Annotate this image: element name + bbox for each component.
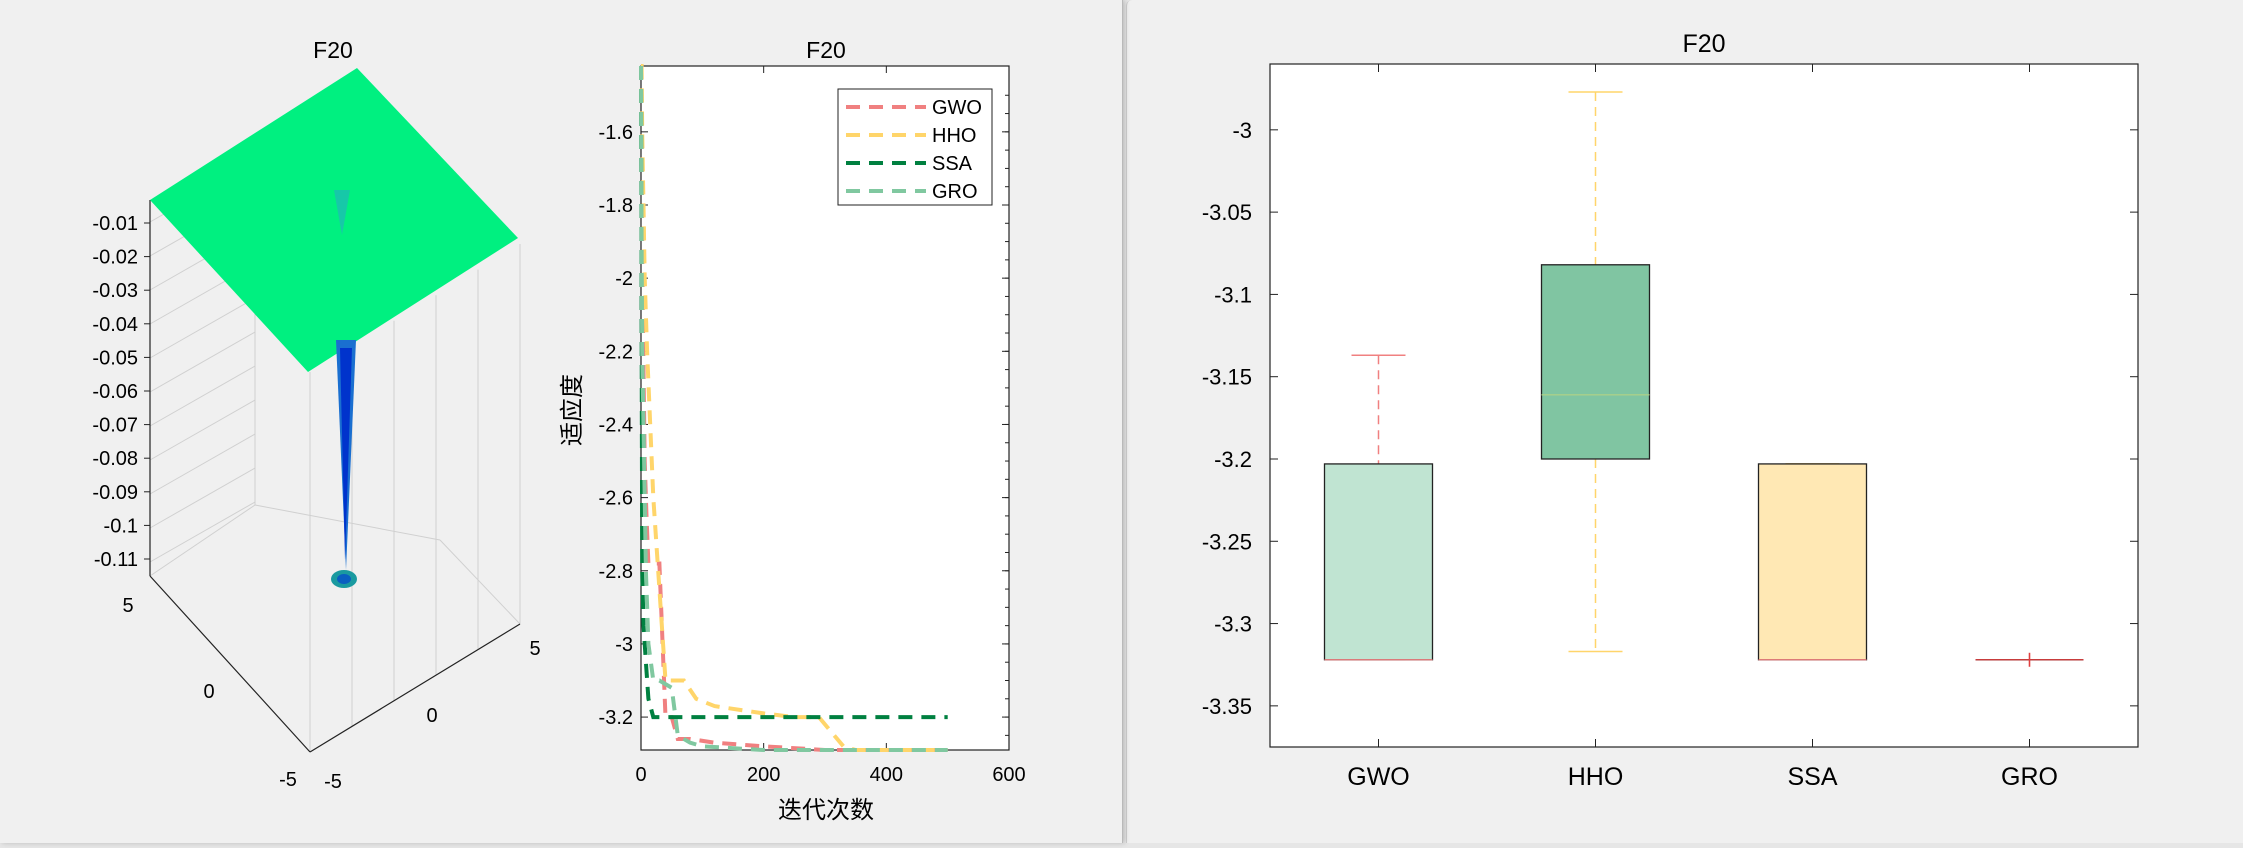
z-tick-label: -0.01 <box>92 213 138 235</box>
y-tick-label: -3.35 <box>1202 694 1252 719</box>
figure-1-canvas: F20 -0.01-0.02-0.03-0.04-0.05-0.06-0.07-… <box>92 37 1026 824</box>
box-body <box>1323 463 1434 661</box>
x-tick-label: 0 <box>203 681 214 703</box>
box-body <box>1757 463 1868 661</box>
funnel-contour-inner <box>337 574 351 584</box>
legend-label-ssa: SSA <box>932 153 973 175</box>
z-tick-label: -0.07 <box>92 415 138 437</box>
y-tick-label: -3.05 <box>1202 200 1252 225</box>
surface-sheet <box>150 68 518 372</box>
surface-y-ticks: -5 0 5 <box>324 638 540 793</box>
legend-label-gro: GRO <box>932 181 978 203</box>
y-tick-label: -3.25 <box>1202 529 1252 554</box>
y-tick-label: 0 <box>426 705 437 727</box>
x-tick-label: 400 <box>870 764 903 786</box>
boxplot-x-tick-labels: GWO HHO SSA GRO <box>1347 763 2058 791</box>
y-tick-label: -2 <box>615 268 633 290</box>
y-tick-label: -1.8 <box>599 195 633 217</box>
z-tick-label: -0.04 <box>92 314 138 336</box>
y-tick-label: -3.2 <box>1214 447 1252 472</box>
convergence-series <box>639 64 948 752</box>
x-tick-label-ssa: SSA <box>1787 763 1837 791</box>
y-tick-label: -3.1 <box>1214 282 1252 307</box>
convergence-title: F20 <box>806 37 846 63</box>
y-tick-label: -3.2 <box>599 707 633 729</box>
legend-label-gwo: GWO <box>932 97 982 119</box>
boxplot-chart: F20 -3 -3.05 -3.1 -3.15 -3.2 -3.25 -3.3 -3.35 G… <box>1202 30 2139 791</box>
series-line-gro <box>639 65 948 752</box>
y-tick-label: -1.6 <box>599 122 633 144</box>
convergence-y-tick-labels: -1.6 -1.8 -2 -2.2 -2.4 -2.6 -2.8 -3 -3.2 <box>599 122 633 729</box>
surface-title: F20 <box>313 37 353 63</box>
x-tick-label: 5 <box>122 595 133 617</box>
figure-window-2: F20 -3 -3.05 -3.1 -3.15 -3.2 -3.25 -3.3 -3.35 G… <box>1126 0 2243 843</box>
y-tick-label: -5 <box>324 771 342 793</box>
y-tick-label: -3.3 <box>1214 612 1252 637</box>
y-tick-label: -2.2 <box>599 341 633 363</box>
convergence-legend: GWO HHO SSA GRO <box>837 88 993 206</box>
z-tick-label: -0.03 <box>92 280 138 302</box>
x-tick-label: 200 <box>747 764 780 786</box>
legend-label-hho: HHO <box>932 125 976 147</box>
surface-x-ticks: 5 0 -5 <box>122 595 296 791</box>
z-tick-label: -0.1 <box>104 515 138 537</box>
z-tick-label: -0.06 <box>92 381 138 403</box>
z-tick-label: -0.02 <box>92 247 138 269</box>
y-tick-label: -2.4 <box>599 414 633 436</box>
z-tick-label: -0.08 <box>92 448 138 470</box>
x-tick-label: 600 <box>992 764 1025 786</box>
y-tick-label: -2.6 <box>599 488 633 510</box>
z-tick-label: -0.05 <box>92 347 138 369</box>
z-tick-label: -0.09 <box>92 482 138 504</box>
y-tick-label: -3 <box>615 634 633 656</box>
convergence-x-label: 迭代次数 <box>778 797 874 824</box>
x-tick-label-gro: GRO <box>2001 763 2058 791</box>
boxplot-tick-marks <box>1270 64 2138 747</box>
convergence-y-label: 适应度 <box>559 374 586 446</box>
x-tick-label: 0 <box>635 764 646 786</box>
y-tick-label: -2.8 <box>599 561 633 583</box>
convergence-x-tick-labels: 0 200 400 600 <box>635 764 1025 786</box>
boxplot-title: F20 <box>1682 30 1725 58</box>
convergence-chart: F20 -1.6 -1.8 -2 -2.2 -2.4 -2.6 -2.8 -3 -3.2 0 20… <box>559 37 1026 824</box>
y-tick-label: -3 <box>1232 118 1252 143</box>
box-hho <box>1540 91 1651 653</box>
series-line-ssa <box>639 65 948 720</box>
figure-2-canvas: F20 -3 -3.05 -3.1 -3.15 -3.2 -3.25 -3.3 -3.35 G… <box>1202 30 2139 791</box>
boxplot-y-tick-labels: -3 -3.05 -3.1 -3.15 -3.2 -3.25 -3.3 -3.35 <box>1202 118 1252 719</box>
x-tick-label: -5 <box>279 769 297 791</box>
funnel-core <box>340 348 352 560</box>
x-tick-label-gwo: GWO <box>1347 763 1410 791</box>
box-gwo <box>1323 354 1434 661</box>
surface-plot: F20 -0.01-0.02-0.03-0.04-0.05-0.06-0.07-… <box>92 37 540 793</box>
y-tick-label: 5 <box>529 638 540 660</box>
box-gro <box>1975 652 2084 667</box>
y-tick-label: -3.15 <box>1202 365 1252 390</box>
z-tick-label: -0.11 <box>94 549 138 571</box>
x-tick-label-hho: HHO <box>1568 763 1624 791</box>
figure-window-1: F20 -0.01 -0.02 -0.03 -0.04 -0.05 -0.06 -0.07-… <box>0 0 1123 843</box>
box-ssa <box>1757 463 1868 661</box>
surface-funnel <box>331 190 357 588</box>
box-body <box>1540 264 1651 460</box>
boxplot-boxes <box>1323 91 2084 667</box>
surface-z-ticks: -0.01 -0.02 -0.03 -0.04 -0.05 -0.06 -0.07 -0.08… <box>92 213 150 571</box>
funnel-top <box>334 190 350 235</box>
surface-axes <box>149 200 521 753</box>
